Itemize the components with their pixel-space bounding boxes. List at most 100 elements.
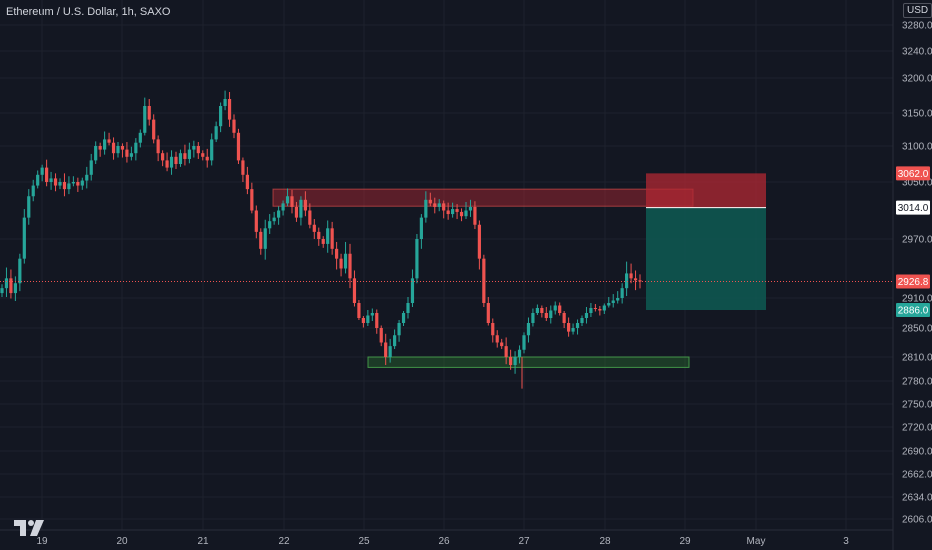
candle-body xyxy=(299,199,303,218)
resistance-zone xyxy=(272,188,694,207)
candle-body xyxy=(526,323,531,336)
candle-body xyxy=(620,288,624,298)
candle-body xyxy=(598,309,602,311)
candle-body xyxy=(437,203,441,207)
candle-body xyxy=(633,278,638,281)
candle-body xyxy=(134,142,138,154)
candle-body xyxy=(638,280,642,282)
candle-body xyxy=(290,196,294,207)
candle-body xyxy=(326,228,330,244)
candle-body xyxy=(219,106,223,127)
candle-body xyxy=(62,182,67,190)
time-tick-label: 3 xyxy=(843,536,849,547)
candle-body xyxy=(303,199,307,211)
price-tick-label: 2850.0 xyxy=(902,324,932,335)
candles-layer xyxy=(0,90,642,389)
time-tick-label: 22 xyxy=(278,536,290,547)
candle-body xyxy=(442,203,446,211)
candle-body xyxy=(509,357,513,365)
candle-body xyxy=(40,167,44,175)
candle-body xyxy=(53,178,58,186)
candle-body xyxy=(4,278,9,289)
price-tick-label: 2690.0 xyxy=(902,447,932,458)
candle-body xyxy=(366,315,370,323)
candle-body xyxy=(455,209,459,212)
candle-body xyxy=(129,153,133,157)
candle-body xyxy=(22,217,26,259)
candle-body xyxy=(13,283,17,294)
candle-body xyxy=(482,258,486,303)
time-tick-label: 21 xyxy=(197,536,209,547)
candle-body xyxy=(611,300,615,303)
candle-body xyxy=(495,335,499,343)
candle-body xyxy=(419,217,423,239)
candle-body xyxy=(549,310,553,318)
candle-body xyxy=(397,323,401,336)
candle-body xyxy=(330,228,334,249)
candle-body xyxy=(607,303,611,306)
candle-body xyxy=(232,119,236,133)
time-tick-label: 20 xyxy=(116,536,128,547)
candle-body xyxy=(125,149,129,157)
price-tick-label: 2662.0 xyxy=(902,470,932,481)
candle-body xyxy=(352,278,357,303)
candle-body xyxy=(410,278,415,303)
candle-body xyxy=(294,206,299,218)
candle-body xyxy=(165,160,169,168)
candle-body xyxy=(156,139,160,154)
candle-body xyxy=(241,160,245,175)
price-tick-label: 3280.0 xyxy=(902,21,932,32)
candle-body xyxy=(277,210,281,218)
candle-body xyxy=(147,106,151,120)
time-tick-label: 27 xyxy=(518,536,530,547)
candle-body xyxy=(178,153,183,164)
candle-body xyxy=(245,174,249,190)
time-tick-label: 25 xyxy=(358,536,370,547)
candle-body xyxy=(205,156,209,161)
candle-body xyxy=(268,221,272,229)
candle-body xyxy=(321,239,325,244)
price-tag-label: 2926.8 xyxy=(898,277,929,288)
candle-body xyxy=(473,206,477,225)
candle-body xyxy=(254,210,258,232)
candle-body xyxy=(143,106,147,133)
candle-body xyxy=(138,132,142,143)
candle-body xyxy=(406,303,410,313)
candle-body xyxy=(415,239,419,279)
time-tick-label: 26 xyxy=(438,536,450,547)
candle-body xyxy=(424,199,428,218)
candle-body xyxy=(540,308,544,313)
candle-body xyxy=(45,167,49,182)
price-tick-label: 3200.0 xyxy=(902,74,932,85)
candle-body xyxy=(571,328,575,332)
candle-body xyxy=(575,323,580,328)
candle-body xyxy=(379,328,383,343)
candle-body xyxy=(544,313,548,318)
candle-body xyxy=(535,308,539,313)
price-tick-label: 2634.0 xyxy=(902,493,932,504)
price-tag-entry xyxy=(896,200,930,215)
time-axis[interactable]: 19 20 21 22 25 26 27 28 29 May 3 xyxy=(36,536,849,547)
candle-body xyxy=(339,258,343,269)
price-tag-label: 2886.0 xyxy=(898,306,929,317)
candle-body xyxy=(71,182,75,184)
candle-body xyxy=(517,349,522,357)
price-axis[interactable]: 3280.0 3240.0 3200.0 3150.0 3100.0 3050.0 2970… xyxy=(896,21,932,526)
candle-body xyxy=(116,146,120,154)
price-tick-label: 2910.0 xyxy=(902,294,932,305)
candle-body xyxy=(446,210,450,215)
price-tick-label: 2810.0 xyxy=(902,353,932,364)
candle-body xyxy=(388,346,392,357)
candle-body xyxy=(500,342,504,347)
candle-body xyxy=(312,224,316,232)
candle-body xyxy=(468,206,473,211)
candle-body xyxy=(335,248,339,259)
candle-body xyxy=(602,305,606,311)
candle-body xyxy=(236,132,241,161)
time-tick-label: 19 xyxy=(36,536,48,547)
candle-body xyxy=(183,153,187,159)
price-tick-label: 3150.0 xyxy=(902,109,932,120)
candle-body xyxy=(464,210,468,217)
candle-body xyxy=(58,182,62,186)
